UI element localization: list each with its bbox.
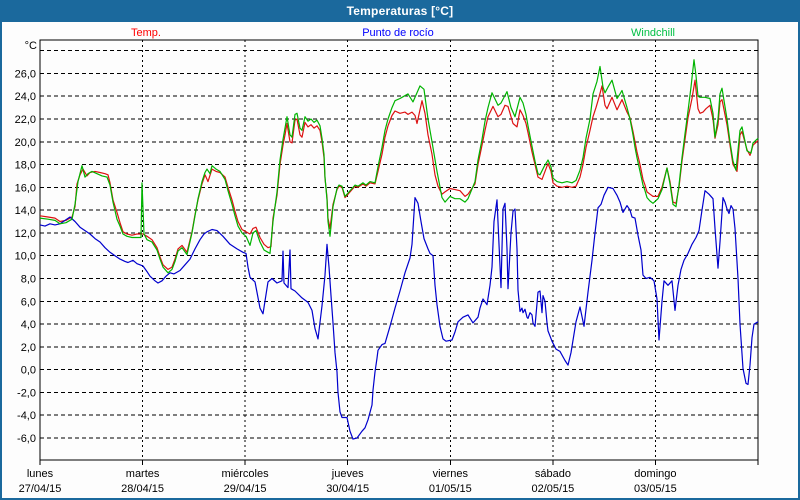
day-name-label: sábado — [535, 468, 571, 480]
dew-point-line — [39, 186, 759, 440]
day-name-label: viernes — [433, 468, 469, 480]
y-tick-label: -2,0 — [17, 387, 36, 399]
day-date-label: 29/04/15 — [224, 483, 267, 495]
temperature-chart: 26,0 24,0 22,0 20,0 18,0 16,0 14,0 12,0 10,0 8,0 6… — [15, 39, 759, 495]
day-name-label: jueves — [331, 468, 364, 480]
y-tick-label: 26,0 — [15, 68, 36, 80]
y-tick-label: 20,0 — [15, 137, 36, 149]
y-tick-label: 6,0 — [21, 296, 36, 308]
y-tick-label: 14,0 — [15, 205, 36, 217]
day-name-label: lunes — [27, 468, 54, 480]
y-axis-unit-label: °C — [25, 40, 37, 52]
day-name-label: miércoles — [222, 468, 270, 480]
y-tick-label: 16,0 — [15, 182, 36, 194]
legend-windchill: Windchill — [630, 27, 676, 39]
y-tick-label: 22,0 — [15, 114, 36, 126]
day-name-label: domingo — [634, 468, 676, 480]
windchill-line — [39, 59, 759, 274]
y-tick-label: 18,0 — [15, 160, 36, 172]
day-date-label: 03/05/15 — [634, 483, 677, 495]
y-tick-label: 8,0 — [21, 274, 36, 286]
y-tick-label: 2,0 — [21, 342, 36, 354]
y-tick-label: 0,0 — [21, 365, 36, 377]
day-date-label: 27/04/15 — [19, 483, 62, 495]
window-title: Temperaturas [°C] — [346, 4, 454, 18]
y-tick-label: -6,0 — [17, 433, 36, 445]
chart-client-area: Temp. Punto de rocío Windchill 26,0 24,0 2… — [2, 22, 798, 498]
temp-line — [39, 79, 759, 270]
day-date-label: 02/05/15 — [531, 483, 574, 495]
day-date-label: 01/05/15 — [429, 483, 472, 495]
y-tick-label: 4,0 — [21, 319, 36, 331]
day-name-label: martes — [126, 468, 160, 480]
y-tick-label: 24,0 — [15, 91, 36, 103]
y-tick-label: -4,0 — [17, 410, 36, 422]
y-tick-label: 10,0 — [15, 251, 36, 263]
y-tick-label: 12,0 — [15, 228, 36, 240]
titlebar: Temperaturas [°C] — [0, 0, 800, 22]
plot-frame — [39, 39, 759, 461]
legend-temp: Temp. — [131, 27, 161, 39]
day-date-label: 30/04/15 — [326, 483, 369, 495]
legend-dew-point: Punto de rocío — [362, 27, 434, 39]
day-date-label: 28/04/15 — [121, 483, 164, 495]
